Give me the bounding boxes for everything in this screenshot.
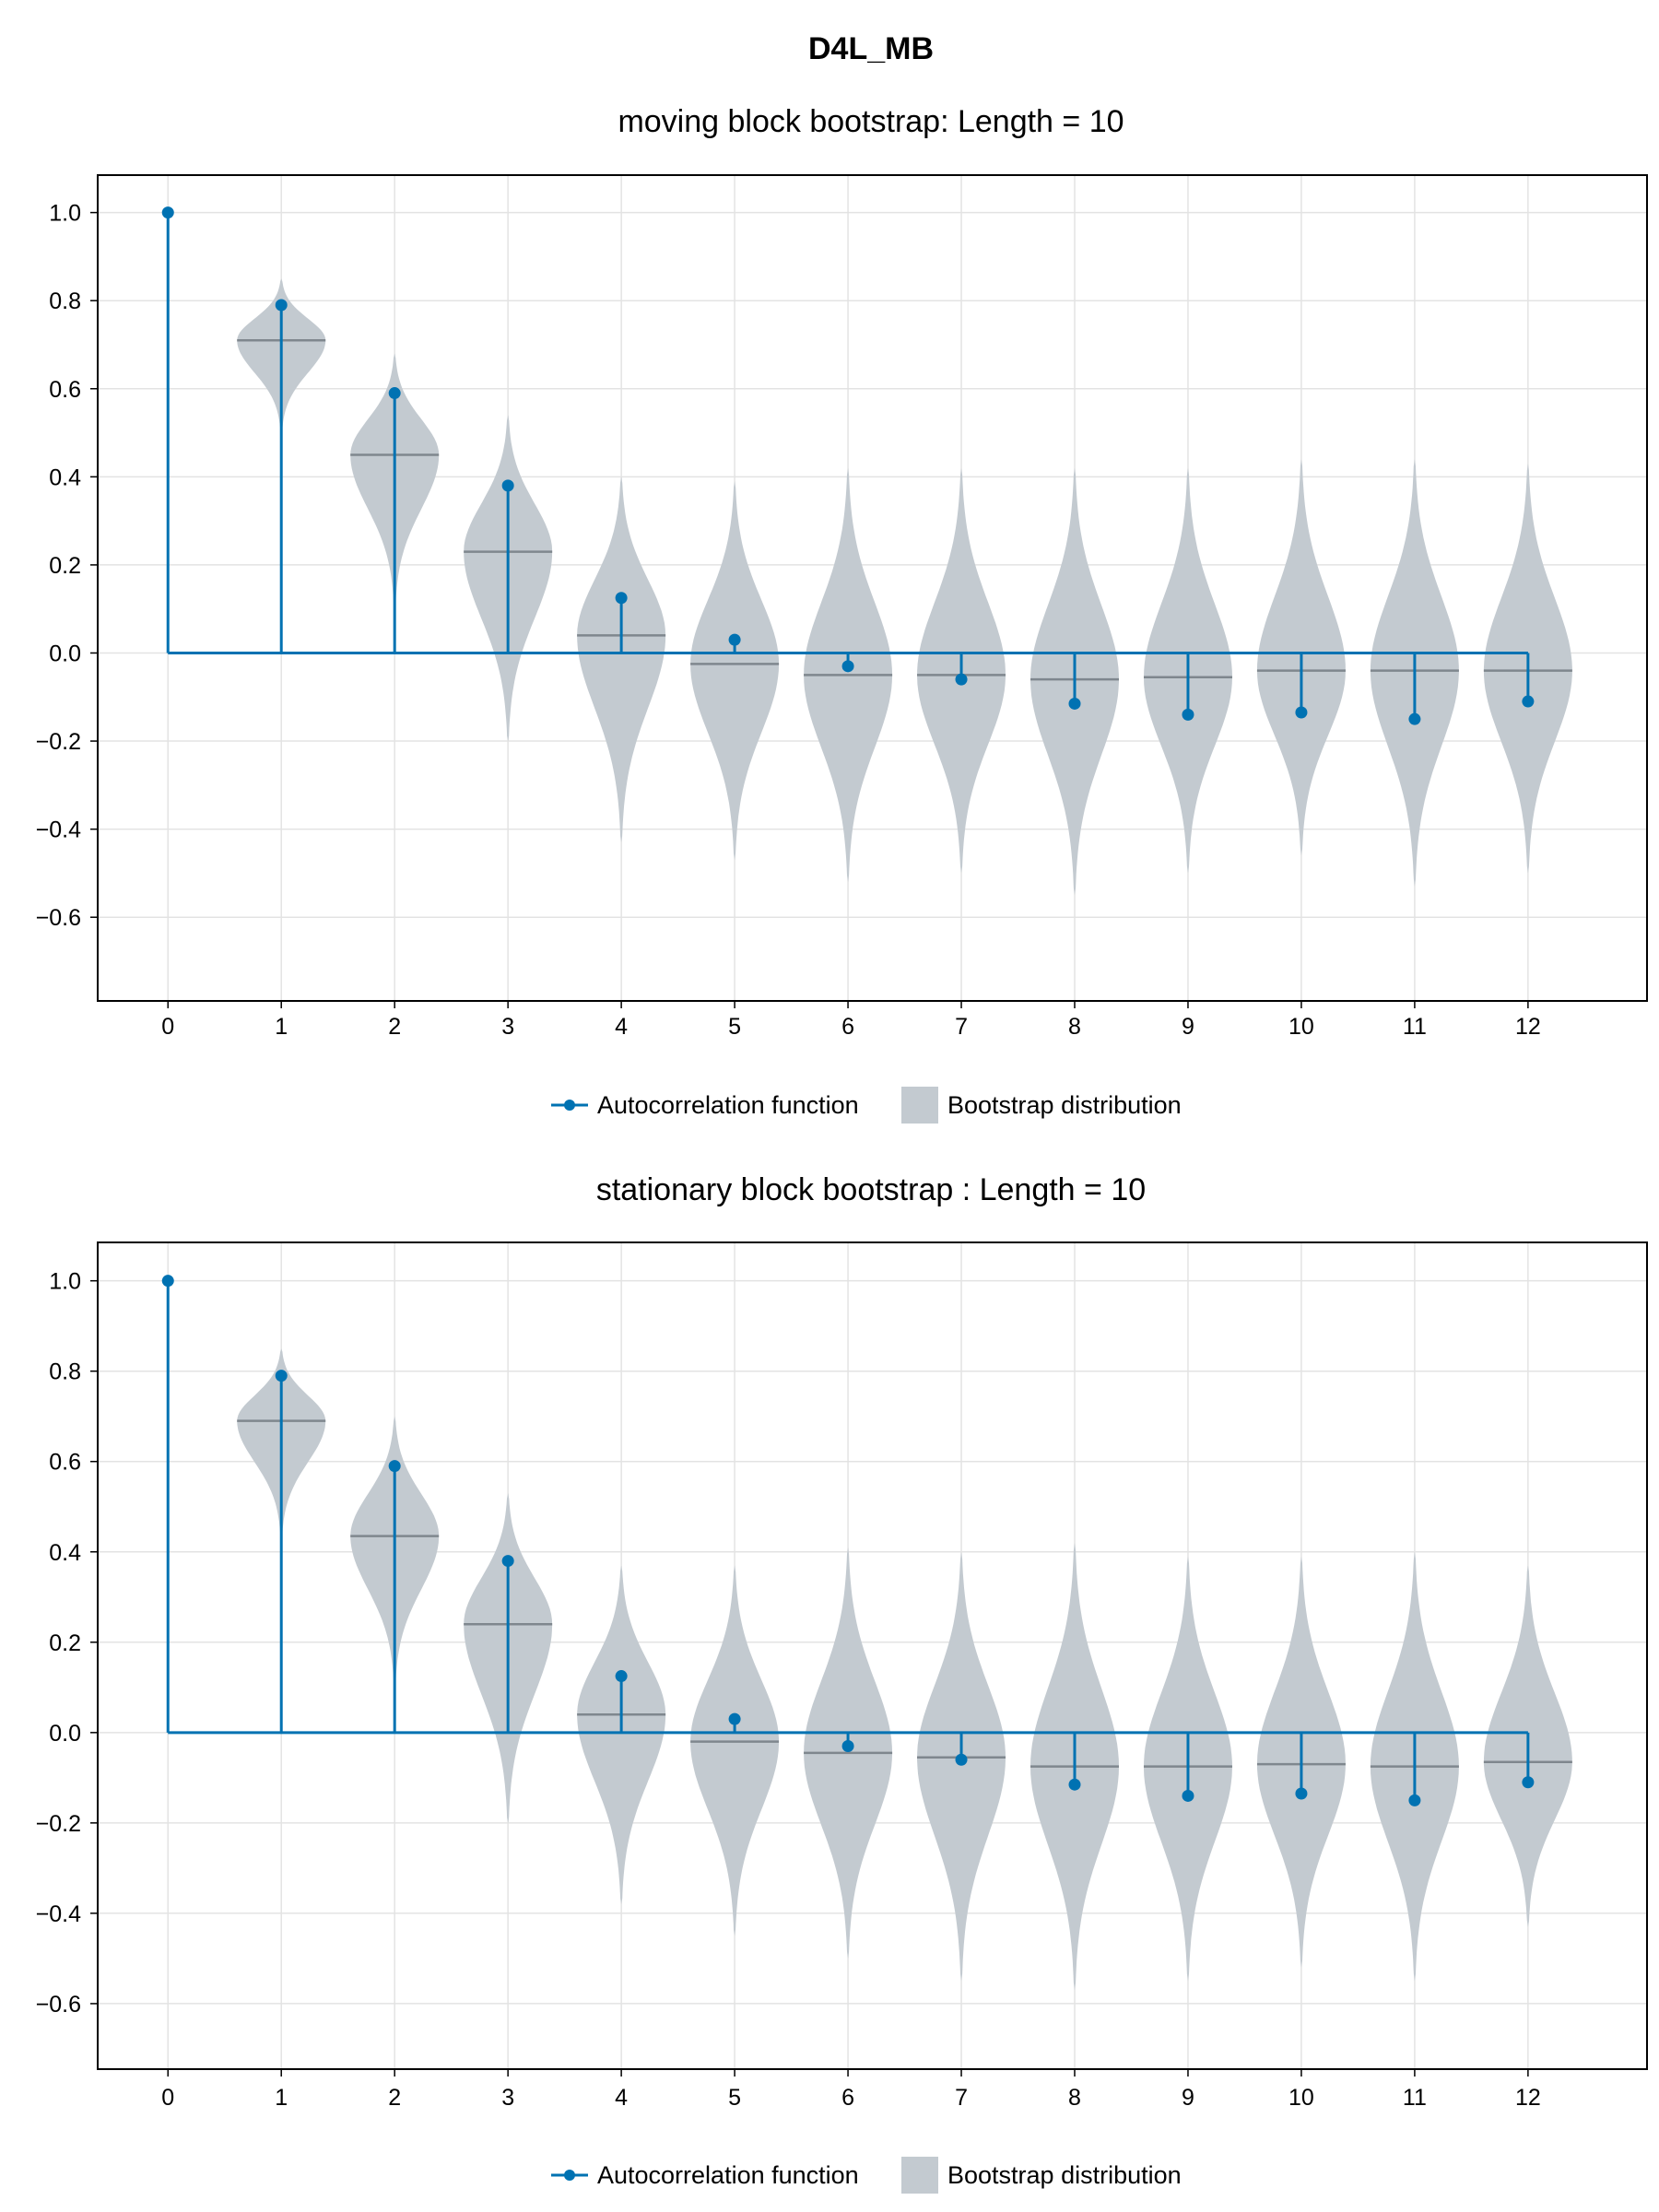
x-tick-label: 10 xyxy=(1288,1014,1314,1040)
x-tick-label: 5 xyxy=(728,1014,741,1040)
x-tick-label: 2 xyxy=(388,1014,401,1040)
acf-point-lag-9 xyxy=(1182,708,1194,721)
panel-title-moving-block: moving block bootstrap: Length = 10 xyxy=(618,104,1124,139)
acf-point-lag-0 xyxy=(161,1275,174,1288)
legend-bootstrap-label: Bootstrap distribution xyxy=(947,2161,1182,2189)
y-tick-label: −0.6 xyxy=(36,905,81,931)
y-tick-label: 0.4 xyxy=(49,465,81,490)
y-tick-label: 0.0 xyxy=(49,1721,81,1747)
x-tick-label: 11 xyxy=(1403,2085,1427,2111)
acf-point-lag-4 xyxy=(615,592,628,605)
x-tick-label: 1 xyxy=(275,1014,288,1040)
acf-point-lag-11 xyxy=(1408,712,1421,725)
panel-moving-block: moving block bootstrap: Length = 10 1.0 0… xyxy=(36,104,1648,1124)
x-tick-label: 8 xyxy=(1068,1014,1081,1040)
acf-point-lag-1 xyxy=(275,1370,288,1382)
acf-point-lag-8 xyxy=(1068,697,1081,710)
y-tick-label: −0.2 xyxy=(36,729,81,755)
acf-point-lag-12 xyxy=(1522,1776,1535,1789)
acf-point-lag-2 xyxy=(388,1460,401,1473)
acf-point-lag-10 xyxy=(1295,1787,1308,1800)
acf-point-lag-6 xyxy=(841,660,854,673)
acf-point-lag-12 xyxy=(1522,695,1535,708)
panel-title-stationary-block: stationary block bootstrap : Length = 10 xyxy=(596,1172,1146,1207)
x-tick-label: 1 xyxy=(275,2085,288,2111)
y-tick-label: −0.6 xyxy=(36,1992,81,2018)
acf-point-lag-8 xyxy=(1068,1778,1081,1791)
y-tick-label: 0.8 xyxy=(49,1359,81,1385)
x-tick-label: 3 xyxy=(501,1014,514,1040)
figure-title: D4L_MB xyxy=(808,31,934,66)
x-tick-label: 5 xyxy=(728,2085,741,2111)
x-tick-label: 0 xyxy=(161,1014,174,1040)
acf-point-lag-2 xyxy=(388,387,401,400)
y-tick-label: 0.8 xyxy=(49,288,81,314)
x-tick-label: 8 xyxy=(1068,2085,1081,2111)
acf-point-lag-0 xyxy=(161,206,174,219)
violin-lag-5 xyxy=(690,481,780,861)
x-tick-label: 9 xyxy=(1182,2085,1194,2111)
x-tick-label: 9 xyxy=(1182,1014,1194,1040)
x-tick-label: 0 xyxy=(161,2085,174,2111)
x-tick-label: 7 xyxy=(955,1014,968,1040)
acf-point-lag-10 xyxy=(1295,706,1308,719)
x-tick-label: 3 xyxy=(501,2085,514,2111)
plot-frame xyxy=(97,1241,1648,2070)
legend-acf-label: Autocorrelation function xyxy=(597,1091,859,1119)
y-tick-label: −0.4 xyxy=(36,818,81,843)
acf-point-lag-6 xyxy=(841,1740,854,1753)
legend-acf-marker xyxy=(564,2170,575,2181)
x-tick-label: 12 xyxy=(1515,1014,1541,1040)
y-tick-label: 0.2 xyxy=(49,553,81,579)
y-tick-label: 0.2 xyxy=(49,1630,81,1656)
y-tick-label: 1.0 xyxy=(49,201,81,227)
acf-point-lag-4 xyxy=(615,1670,628,1683)
legend-bootstrap-swatch xyxy=(901,2157,938,2194)
plot-area-moving-block: 1.00.80.60.40.20.0−0.2−0.4−0.60 1 2 3 4 5 6 7 8 9… xyxy=(36,174,1648,1040)
x-tick-label: 6 xyxy=(841,1014,854,1040)
acf-point-lag-7 xyxy=(955,1753,968,1766)
y-tick-label: 0.4 xyxy=(49,1540,81,1566)
violin-lag-4 xyxy=(577,477,666,842)
panel-stationary-block: stationary block bootstrap : Length = 10… xyxy=(36,1172,1648,2194)
x-tick-label: 11 xyxy=(1403,1014,1427,1040)
x-tick-label: 4 xyxy=(615,1014,628,1040)
y-tick-label: −0.2 xyxy=(36,1811,81,1837)
x-tick-label: 6 xyxy=(841,2085,854,2111)
legend-bootstrap-swatch xyxy=(901,1087,938,1124)
acf-point-lag-3 xyxy=(501,1555,514,1568)
violin-lag-7 xyxy=(917,1551,1006,1982)
y-tick-label: 0.0 xyxy=(49,641,81,666)
acf-point-lag-11 xyxy=(1408,1794,1421,1806)
legend-stationary-block: Autocorrelation function Bootstrap distr… xyxy=(551,2157,1182,2194)
violin-lag-5 xyxy=(690,1565,779,1936)
acf-point-lag-9 xyxy=(1182,1789,1194,1802)
y-tick-label: 1.0 xyxy=(49,1269,81,1295)
violin-lag-4 xyxy=(577,1565,666,1905)
plot-frame xyxy=(97,174,1648,1002)
x-tick-label: 4 xyxy=(615,2085,628,2111)
acf-point-lag-5 xyxy=(728,633,741,646)
y-tick-label: 0.6 xyxy=(49,377,81,403)
y-tick-label: −0.4 xyxy=(36,1901,81,1927)
y-tick-label: 0.6 xyxy=(49,1450,81,1476)
acf-point-lag-1 xyxy=(275,299,288,312)
x-tick-label: 12 xyxy=(1515,2085,1541,2111)
legend-acf-marker xyxy=(564,1100,575,1111)
legend-moving-block: Autocorrelation function Bootstrap distr… xyxy=(551,1087,1182,1124)
x-tick-label: 7 xyxy=(955,2085,968,2111)
x-tick-label: 10 xyxy=(1288,2085,1314,2111)
acf-point-lag-7 xyxy=(955,673,968,686)
plot-area-stationary-block: 1.00.80.60.40.20.0−0.2−0.4−0.60 1 2 3 4 5 6 7 8 9… xyxy=(36,1241,1648,2111)
x-tick-label: 2 xyxy=(388,2085,401,2111)
legend-acf-label: Autocorrelation function xyxy=(597,2161,859,2189)
legend-bootstrap-label: Bootstrap distribution xyxy=(947,1091,1182,1119)
acf-point-lag-3 xyxy=(501,479,514,492)
acf-point-lag-5 xyxy=(728,1712,741,1725)
